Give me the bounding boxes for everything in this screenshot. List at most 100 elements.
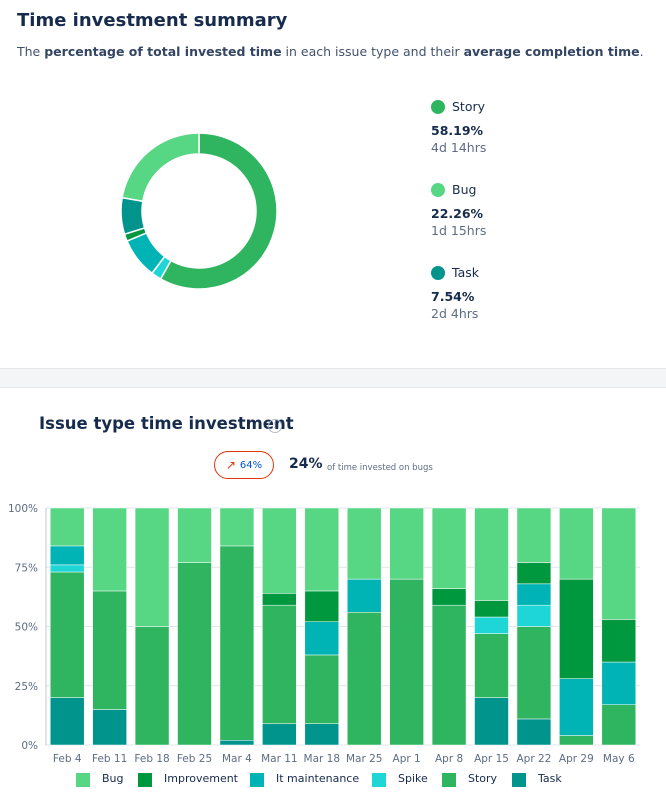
y-tick-label: 100% [8, 503, 38, 515]
bar-segment-bug[interactable] [304, 507, 340, 592]
summary-legend-name: Bug [452, 182, 477, 197]
bar-segment-bug[interactable] [559, 507, 594, 580]
summary-legend-task[interactable]: Task 7.54% 2d 4hrs [431, 264, 631, 347]
x-tick-label: Mar 18 [304, 753, 341, 765]
summary-legend-time: 1d 15hrs [431, 223, 487, 238]
bar-segment-bug[interactable] [431, 507, 467, 589]
bar-segment-bug[interactable] [177, 507, 212, 563]
summary-legend-name: Story [452, 99, 486, 114]
bar-segment-bug[interactable] [516, 507, 552, 563]
bug-time-label: of time invested on bugs [327, 463, 433, 473]
x-tick-label: Apr 29 [559, 753, 594, 765]
summary-legend-percent: 7.54% [431, 289, 475, 304]
it-maintenance-swatch-icon [250, 773, 264, 787]
summary-legend-percent: 58.19% [431, 123, 484, 138]
bar-segment-improvement[interactable] [304, 590, 340, 623]
bar-segment-story[interactable] [219, 545, 255, 741]
bar-segment-it-maintenance[interactable] [346, 578, 382, 613]
y-tick-label: 0% [21, 740, 38, 752]
bar-segment-story[interactable] [49, 571, 85, 698]
bar-segment-story[interactable] [262, 604, 297, 724]
summary-legend: Story 58.19% 4d 14hrs Bug 22.26% 1d 15hr… [431, 98, 631, 347]
summary-legend-percent: 22.26% [431, 206, 484, 221]
summary-legend-bug[interactable]: Bug 22.26% 1d 15hrs [431, 181, 631, 264]
bar-segment-story[interactable] [92, 590, 127, 710]
bar-segment-it-maintenance[interactable] [304, 621, 340, 656]
legend-label: Improvement [164, 772, 238, 785]
bar-segment-task[interactable] [92, 709, 127, 746]
info-icon[interactable]: i [268, 419, 282, 433]
x-tick-label: Mar 4 [222, 753, 252, 765]
legend-label: Story [468, 772, 498, 785]
bar-segment-it-maintenance[interactable] [601, 661, 637, 705]
donut-slice-story[interactable] [159, 132, 278, 290]
y-tick-label: 75% [15, 562, 38, 574]
bar-segment-improvement[interactable] [559, 578, 594, 679]
bar-segment-task[interactable] [262, 723, 297, 746]
time-investment-summary: Time investment summary The percentage o… [0, 0, 666, 368]
bar-segment-story[interactable] [431, 604, 467, 746]
task-swatch-icon [512, 773, 526, 787]
legend-label: Spike [398, 772, 428, 785]
x-tick-label: Apr 15 [474, 753, 509, 765]
bar-segment-bug[interactable] [474, 507, 509, 601]
bar-segment-task[interactable] [516, 718, 552, 746]
donut-chart [120, 132, 278, 290]
bar-segment-bug[interactable] [134, 507, 170, 627]
bar-segment-it-maintenance[interactable] [516, 583, 552, 606]
bar-segment-bug[interactable] [49, 507, 85, 547]
bar-segment-task[interactable] [474, 697, 509, 746]
improvement-swatch-icon [138, 773, 152, 787]
bar-segment-story[interactable] [559, 735, 594, 746]
bar-segment-improvement[interactable] [474, 600, 509, 618]
legend-label: It maintenance [276, 772, 360, 785]
bar-segment-story[interactable] [134, 626, 170, 746]
bar-segment-improvement[interactable] [431, 588, 467, 606]
task-dot-icon [431, 266, 445, 280]
section-divider [0, 368, 666, 388]
bug-swatch-icon [76, 773, 90, 787]
donut-slice-bug[interactable] [121, 132, 200, 203]
legend-label: Task [538, 772, 562, 785]
bar-segment-story[interactable] [516, 626, 552, 720]
bar-segment-spike[interactable] [474, 616, 509, 634]
bar-segment-task[interactable] [49, 697, 85, 746]
summary-legend-name: Task [452, 265, 479, 280]
bar-segment-bug[interactable] [346, 507, 382, 580]
bar-segment-bug[interactable] [92, 507, 127, 592]
investment-title: Issue type time investment [39, 414, 294, 433]
bug-time-percent: 24% [289, 456, 323, 472]
bar-segment-story[interactable] [177, 562, 212, 746]
bar-segment-story[interactable] [474, 633, 509, 698]
y-tick-label: 25% [15, 681, 38, 693]
bar-segment-bug[interactable] [601, 507, 637, 620]
bar-segment-improvement[interactable] [516, 562, 552, 585]
bar-segment-story[interactable] [304, 654, 340, 724]
x-tick-label: Feb 4 [53, 753, 82, 765]
bar-segment-story[interactable] [346, 612, 382, 746]
bar-segment-it-maintenance[interactable] [49, 545, 85, 566]
summary-legend-time: 4d 14hrs [431, 140, 487, 155]
x-tick-label: Feb 11 [92, 753, 127, 765]
bar-segment-spike[interactable] [49, 564, 85, 573]
summary-title: Time investment summary [17, 10, 288, 31]
x-tick-label: Mar 11 [261, 753, 298, 765]
summary-subtitle: The percentage of total invested time in… [17, 44, 644, 59]
bar-segment-bug[interactable] [262, 507, 297, 594]
bar-segment-task[interactable] [219, 740, 255, 746]
bar-segment-it-maintenance[interactable] [559, 678, 594, 736]
bar-segment-story[interactable] [389, 578, 424, 746]
bar-segment-bug[interactable] [219, 507, 255, 547]
trend-badge: ↗ 64% [214, 451, 274, 479]
bar-segment-improvement[interactable] [601, 619, 637, 663]
bar-segment-spike[interactable] [516, 604, 552, 627]
bar-segment-improvement[interactable] [262, 593, 297, 606]
summary-legend-story[interactable]: Story 58.19% 4d 14hrs [431, 98, 631, 181]
bar-segment-bug[interactable] [389, 507, 424, 580]
spike-swatch-icon [372, 773, 386, 787]
bar-segment-task[interactable] [304, 723, 340, 746]
trend-value: 64% [239, 459, 263, 471]
bar-segment-story[interactable] [601, 704, 637, 746]
donut-slice-task[interactable] [120, 196, 146, 236]
x-tick-label: Feb 25 [177, 753, 212, 765]
